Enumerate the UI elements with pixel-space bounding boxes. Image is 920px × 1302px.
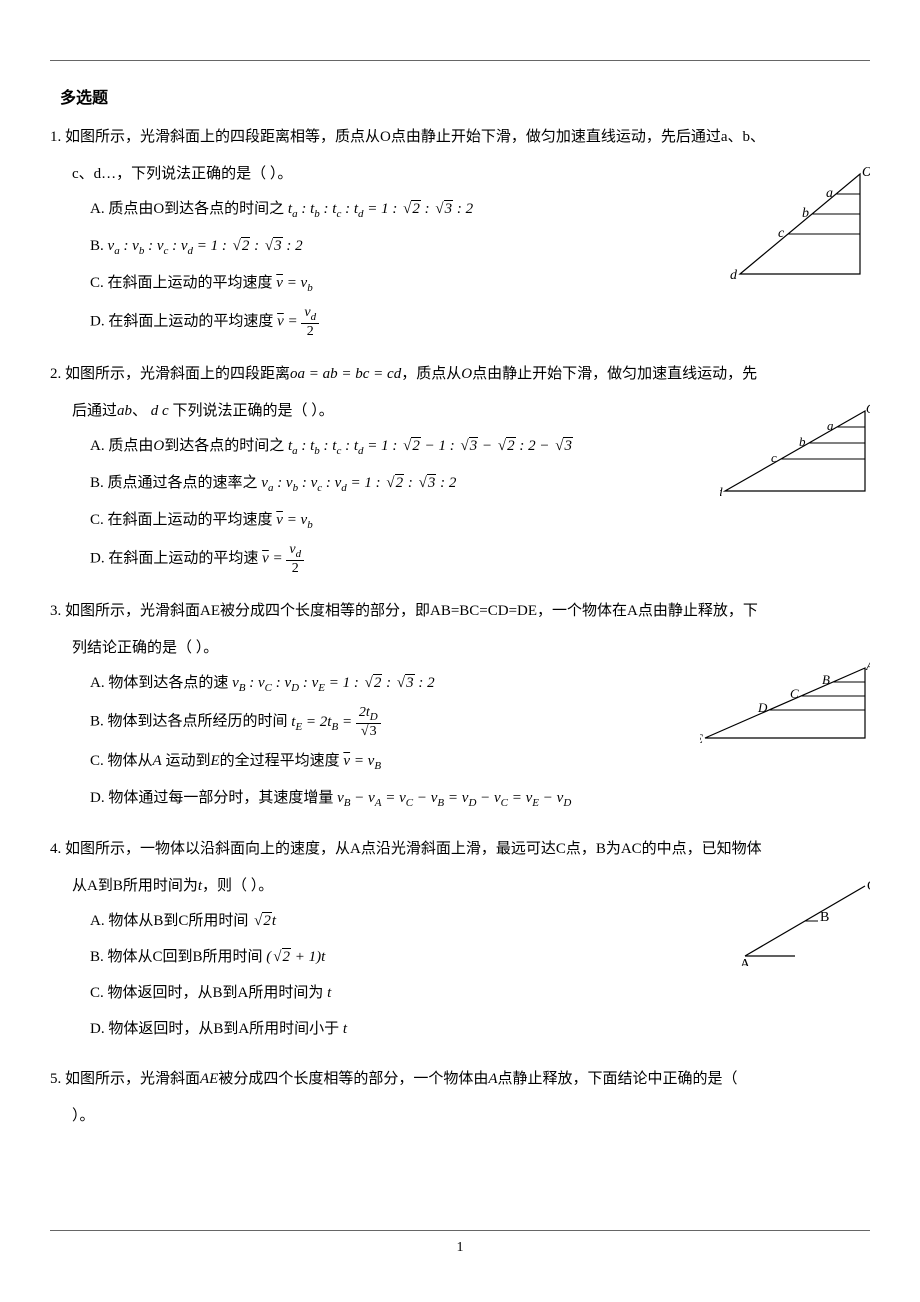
svg-text:b: b	[799, 434, 806, 449]
svg-text:d: d	[720, 484, 723, 499]
fig-label-b: b	[802, 206, 809, 221]
bottom-rule	[50, 1230, 870, 1231]
q3-figure: A B C D E	[700, 658, 870, 758]
page-number: 1	[457, 1235, 464, 1260]
svg-text:a: a	[827, 418, 834, 433]
q5-stem-line2: ）。	[50, 1103, 870, 1130]
fig-label-c: c	[778, 226, 785, 241]
fig-label-O: O	[862, 165, 870, 180]
q5-stem-a: 如图所示，光滑斜面	[65, 1071, 200, 1087]
q4-stem-line1: 4. 如图所示，一物体以沿斜面向上的速度，从A点沿光滑斜面上滑，最远可达C点，B…	[50, 836, 870, 863]
q5-number: 5.	[50, 1071, 61, 1087]
q5-stem-c: 点静止释放，下面结论中正确的是（	[498, 1071, 738, 1087]
q2-a-mid: 到达各点的时间之	[164, 438, 284, 454]
q3-c-mid: 运动到	[162, 753, 211, 769]
q2-d-pre: D. 在斜面上运动的平均速	[90, 551, 258, 567]
q4-option-d: D. 物体返回时，从B到A所用时间小于 t	[90, 1014, 870, 1044]
question-3: 3. 如图所示，光滑斜面AE被分成四个长度相等的部分，即AB=BC=CD=DE，…	[50, 598, 870, 813]
svg-text:C: C	[790, 686, 799, 701]
section-title: 多选题	[60, 85, 870, 114]
q4-stem2-b: ，则（ ）。	[202, 878, 273, 894]
q3-c-post: 的全过程平均速度	[220, 753, 340, 769]
q2-stem-c: 点由静止开始下滑，做匀加速直线运动，先	[472, 366, 757, 382]
svg-text:B: B	[820, 910, 829, 925]
q4-b-pre: B. 物体从C回到B所用时间	[90, 949, 263, 965]
question-2: 2. 如图所示，光滑斜面上的四段距离oa = ab = bc = cd，质点从O…	[50, 361, 870, 576]
question-5: 5. 如图所示，光滑斜面AE被分成四个长度相等的部分，一个物体由A点静止释放，下…	[50, 1066, 870, 1130]
q2-option-d: D. 在斜面上运动的平均速 v = vd2	[90, 542, 870, 576]
q4-d-pre: D. 物体返回时，从B到A所用时间小于	[90, 1021, 339, 1037]
question-4: 4. 如图所示，一物体以沿斜面向上的速度，从A点沿光滑斜面上滑，最远可达C点，B…	[50, 836, 870, 1044]
q1-option-d: D. 在斜面上运动的平均速度 v = vd2	[90, 305, 870, 339]
q3-b-pre: B. 物体到达各点所经历的时间	[90, 714, 288, 730]
top-rule	[50, 60, 870, 61]
q3-stem-line1: 3. 如图所示，光滑斜面AE被分成四个长度相等的部分，即AB=BC=CD=DE，…	[50, 598, 870, 625]
q3-d-pre: D. 物体通过每一部分时，其速度增量	[90, 790, 333, 806]
q1-d-prefix: D. 在斜面上运动的平均速度	[90, 313, 273, 329]
svg-text:c: c	[771, 450, 777, 465]
question-1: 1. 如图所示，光滑斜面上的四段距离相等，质点从O点由静止开始下滑，做匀加速直线…	[50, 124, 870, 339]
q5-stem-line1: 5. 如图所示，光滑斜面AE被分成四个长度相等的部分，一个物体由A点静止释放，下…	[50, 1066, 870, 1093]
fig-label-d: d	[730, 268, 738, 283]
fig-label-a: a	[826, 186, 833, 201]
svg-text:O: O	[866, 401, 870, 416]
q4-stem-text: 如图所示，一物体以沿斜面向上的速度，从A点沿光滑斜面上滑，最远可达C点，B为AC…	[65, 841, 762, 857]
q4-c-pre: C. 物体返回时，从B到A所用时间为	[90, 985, 327, 1001]
q1-stem-text: 如图所示，光滑斜面上的四段距离相等，质点从O点由静止开始下滑，做匀加速直线运动，…	[65, 129, 765, 145]
q4-stem2-a: 从A到B所用时间为	[72, 878, 198, 894]
q2-figure: O a b c d	[720, 401, 870, 511]
q3-option-d: D. 物体通过每一部分时，其速度增量 vB − vA = vC − vB = v…	[90, 783, 870, 814]
q1-stem-line1: 1. 如图所示，光滑斜面上的四段距离相等，质点从O点由静止开始下滑，做匀加速直线…	[50, 124, 870, 151]
svg-text:A: A	[865, 658, 870, 673]
q2-stem2-c: 下列说法正确的是（ ）。	[169, 403, 334, 419]
q2-c-pre: C. 在斜面上运动的平均速度	[90, 512, 273, 528]
q3-c-pre: C. 物体从	[90, 753, 153, 769]
q2-number: 2.	[50, 366, 61, 382]
q3-a-pre: A. 物体到达各点的速	[90, 675, 228, 691]
svg-text:E: E	[700, 731, 703, 746]
q1-b-prefix: B.	[90, 238, 108, 254]
q4-figure: A B C	[740, 876, 870, 976]
svg-text:B: B	[822, 672, 830, 687]
q5-stem-b: 被分成四个长度相等的部分，一个物体由	[218, 1071, 488, 1087]
q3-stem-text: 如图所示，光滑斜面AE被分成四个长度相等的部分，即AB=BC=CD=DE，一个物…	[65, 603, 758, 619]
q2-stem-a: 如图所示，光滑斜面上的四段距离	[65, 366, 290, 382]
q2-a-pre: A. 质点由	[90, 438, 153, 454]
svg-text:D: D	[757, 700, 768, 715]
q4-a-pre: A. 物体从B到C所用时间	[90, 913, 248, 929]
q2-stem2-a: 后通过	[72, 403, 117, 419]
q2-stem-b: ，质点从	[401, 366, 461, 382]
q3-number: 3.	[50, 603, 61, 619]
svg-text:A: A	[740, 957, 751, 966]
q4-number: 4.	[50, 841, 61, 857]
q4-option-c: C. 物体返回时，从B到A所用时间为 t	[90, 978, 870, 1008]
q2-b-pre: B. 质点通过各点的速率之	[90, 475, 258, 491]
q1-a-prefix: A. 质点由O到达各点的时间之	[90, 201, 288, 217]
q1-number: 1.	[50, 129, 61, 145]
q1-c-prefix: C. 在斜面上运动的平均速度	[90, 275, 273, 291]
svg-text:C: C	[867, 879, 870, 894]
q1-figure: O a b c d	[730, 164, 870, 294]
q2-stem-line1: 2. 如图所示，光滑斜面上的四段距离oa = ab = bc = cd，质点从O…	[50, 361, 870, 388]
q2-stem2-b: 、	[132, 403, 151, 419]
